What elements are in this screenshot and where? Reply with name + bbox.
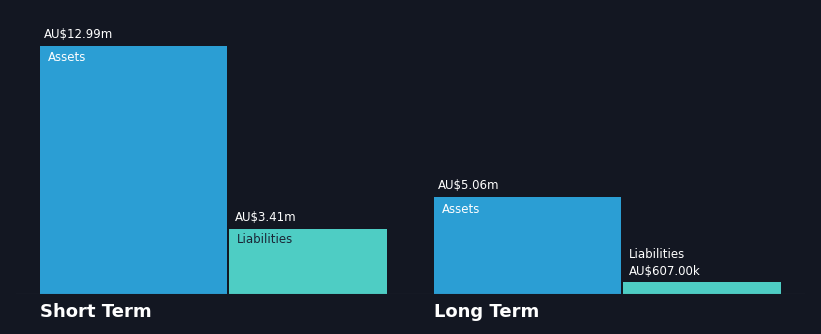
- Text: AU$607.00k: AU$607.00k: [629, 265, 701, 278]
- Text: AU$12.99m: AU$12.99m: [44, 28, 113, 41]
- Text: Long Term: Long Term: [434, 304, 539, 322]
- Text: Liabilities: Liabilities: [629, 248, 686, 261]
- Text: Short Term: Short Term: [40, 304, 152, 322]
- Text: Assets: Assets: [442, 203, 480, 216]
- Bar: [229, 229, 387, 294]
- Text: Assets: Assets: [48, 51, 86, 64]
- Text: Liabilities: Liabilities: [236, 232, 293, 245]
- Bar: [40, 45, 227, 294]
- Text: AU$3.41m: AU$3.41m: [235, 211, 297, 224]
- Bar: [434, 197, 621, 294]
- Bar: [623, 282, 781, 294]
- Text: AU$5.06m: AU$5.06m: [438, 179, 500, 192]
